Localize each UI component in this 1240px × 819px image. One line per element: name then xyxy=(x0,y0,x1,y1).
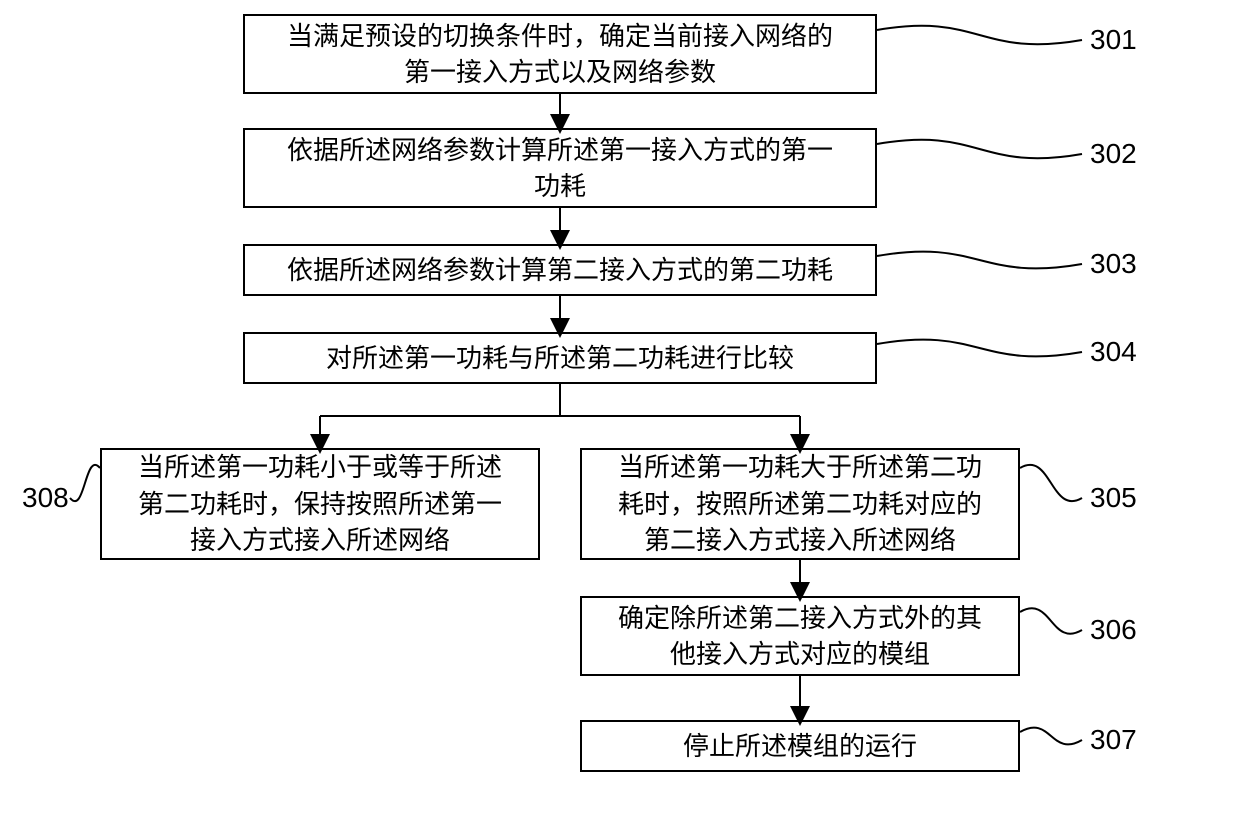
step-text: 当所述第一功耗大于所述第二功耗时，按照所述第二功耗对应的第二接入方式接入所述网络 xyxy=(618,449,982,558)
step-text: 当满足预设的切换条件时，确定当前接入网络的第一接入方式以及网络参数 xyxy=(287,18,833,91)
step-text: 依据所述网络参数计算所述第一接入方式的第一功耗 xyxy=(287,132,833,205)
step-number-302: 302 xyxy=(1090,138,1137,170)
step-text: 当所述第一功耗小于或等于所述第二功耗时，保持按照所述第一接入方式接入所述网络 xyxy=(138,449,502,558)
step-box-301: 当满足预设的切换条件时，确定当前接入网络的第一接入方式以及网络参数 xyxy=(243,14,877,94)
step-number-305: 305 xyxy=(1090,482,1137,514)
step-box-302: 依据所述网络参数计算所述第一接入方式的第一功耗 xyxy=(243,128,877,208)
step-number-307: 307 xyxy=(1090,724,1137,756)
connectors-layer xyxy=(0,0,1240,819)
step-box-306: 确定除所述第二接入方式外的其他接入方式对应的模组 xyxy=(580,596,1020,676)
step-box-308: 当所述第一功耗小于或等于所述第二功耗时，保持按照所述第一接入方式接入所述网络 xyxy=(100,448,540,560)
step-number-308: 308 xyxy=(22,482,69,514)
step-text: 对所述第一功耗与所述第二功耗进行比较 xyxy=(326,340,794,376)
step-text: 确定除所述第二接入方式外的其他接入方式对应的模组 xyxy=(618,600,982,673)
step-box-305: 当所述第一功耗大于所述第二功耗时，按照所述第二功耗对应的第二接入方式接入所述网络 xyxy=(580,448,1020,560)
branch-group xyxy=(320,384,800,444)
step-text: 停止所述模组的运行 xyxy=(683,728,917,764)
step-box-307: 停止所述模组的运行 xyxy=(580,720,1020,772)
step-number-303: 303 xyxy=(1090,248,1137,280)
step-box-304: 对所述第一功耗与所述第二功耗进行比较 xyxy=(243,332,877,384)
step-number-301: 301 xyxy=(1090,24,1137,56)
step-box-303: 依据所述网络参数计算第二接入方式的第二功耗 xyxy=(243,244,877,296)
step-text: 依据所述网络参数计算第二接入方式的第二功耗 xyxy=(287,252,833,288)
step-number-306: 306 xyxy=(1090,614,1137,646)
step-number-304: 304 xyxy=(1090,336,1137,368)
